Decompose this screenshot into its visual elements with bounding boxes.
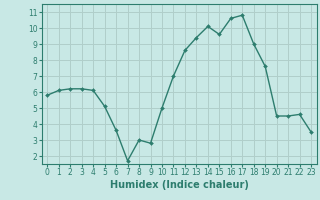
- X-axis label: Humidex (Indice chaleur): Humidex (Indice chaleur): [110, 180, 249, 190]
